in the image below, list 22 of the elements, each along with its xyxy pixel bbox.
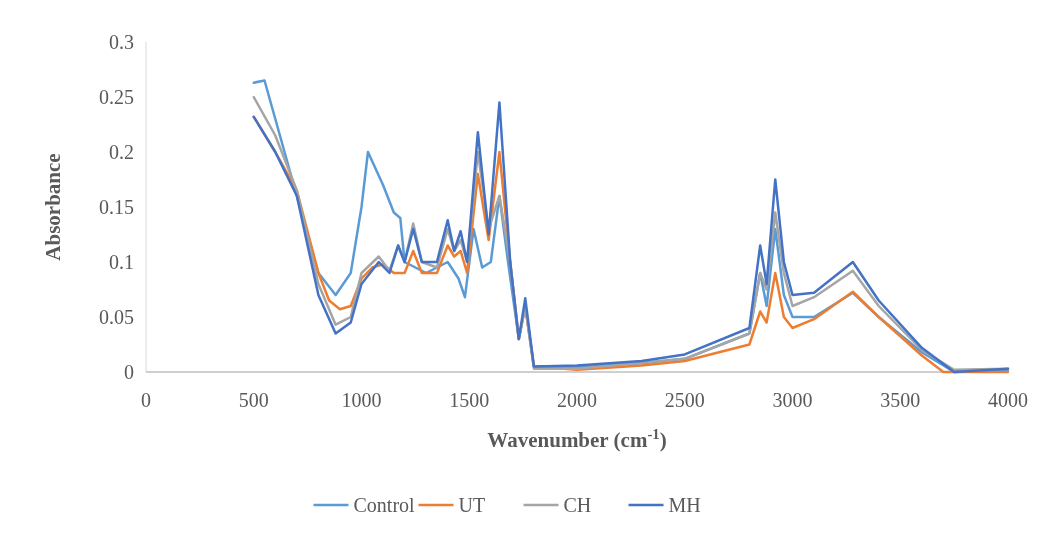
legend-label: MH	[668, 494, 701, 516]
x-tick-label: 0	[141, 389, 151, 411]
y-tick-label: 0	[124, 361, 134, 383]
x-tick-label: 1500	[449, 389, 490, 411]
legend-label: CH	[563, 494, 592, 516]
y-tick-label: 0.05	[99, 306, 134, 328]
x-tick-label: 500	[238, 389, 269, 411]
x-tick-label: 1000	[341, 389, 382, 411]
y-tick-label: 0.25	[99, 86, 134, 108]
x-tick-label: 3000	[772, 389, 813, 411]
x-tick-label: 3500	[880, 389, 921, 411]
x-tick-label: 4000	[988, 389, 1028, 411]
y-tick-label: 0.1	[109, 251, 134, 273]
x-tick-label: 2000	[557, 389, 597, 411]
y-axis-title: Absorbance	[41, 153, 65, 261]
y-tick-label: 0.3	[109, 31, 134, 53]
legend-label: Control	[353, 494, 416, 516]
x-axis-title: Wavenumber (cm$^{-1}$)	[487, 426, 667, 452]
y-tick-label: 0.15	[99, 196, 134, 218]
legend-label: UT	[458, 494, 486, 516]
x-tick-label: 2500	[664, 389, 705, 411]
y-tick-label: 0.2	[109, 141, 134, 163]
